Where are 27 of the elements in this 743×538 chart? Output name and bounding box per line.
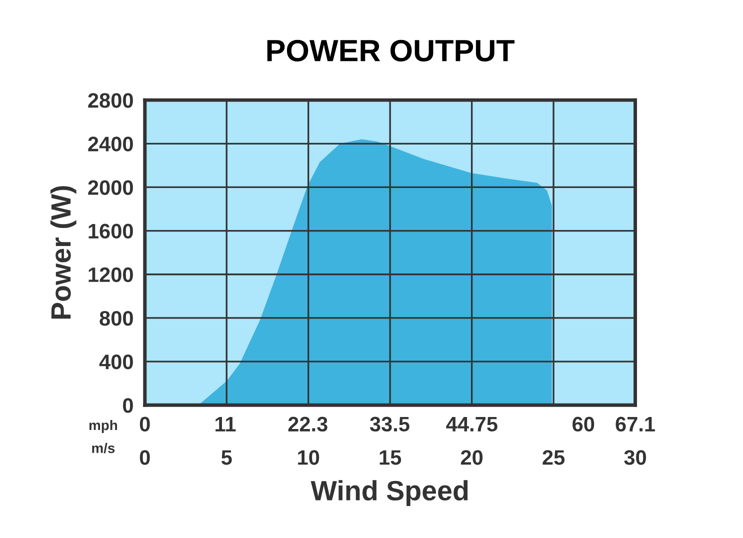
y-tick-label: 400 [99, 354, 133, 370]
y-tick-label: 2800 [88, 93, 133, 108]
chart-title: POWER OUTPUT [267, 40, 515, 62]
text: m/s [92, 442, 115, 454]
x-axis-title: Wind Speed [310, 480, 468, 506]
y-tick-label: 800 [100, 310, 133, 326]
y-tick-label: 1600 [88, 224, 133, 239]
x2-tick-label: 44.75 [446, 416, 498, 432]
y-tick-label: 2000 [88, 180, 133, 195]
x2-tick-label: 22.3 [288, 416, 328, 432]
x2-tick-label: 0 [140, 416, 150, 432]
x-tick-label: 30 [624, 450, 646, 465]
x-tick-label: 10 [298, 450, 320, 465]
y-tick-label: 1200 [88, 267, 133, 282]
x2-tick-label: 67.1 [616, 416, 655, 432]
y-tick-label: 0 [123, 398, 133, 413]
x-tick-label: 15 [380, 450, 402, 465]
y-tick-label: 2400 [88, 136, 133, 152]
x-tick-label: 25 [542, 450, 565, 465]
x-tick-label: 20 [460, 450, 483, 465]
text: mph [89, 420, 117, 433]
x2-tick-label: 11 [216, 416, 236, 432]
x-tick-label: 0 [140, 450, 150, 465]
x2-tick-label: 60 [572, 416, 594, 432]
y-axis-title: Power (W) [50, 186, 76, 319]
x2-tick-label: 33.5 [370, 416, 410, 432]
x-tick-label: 5 [221, 450, 232, 465]
